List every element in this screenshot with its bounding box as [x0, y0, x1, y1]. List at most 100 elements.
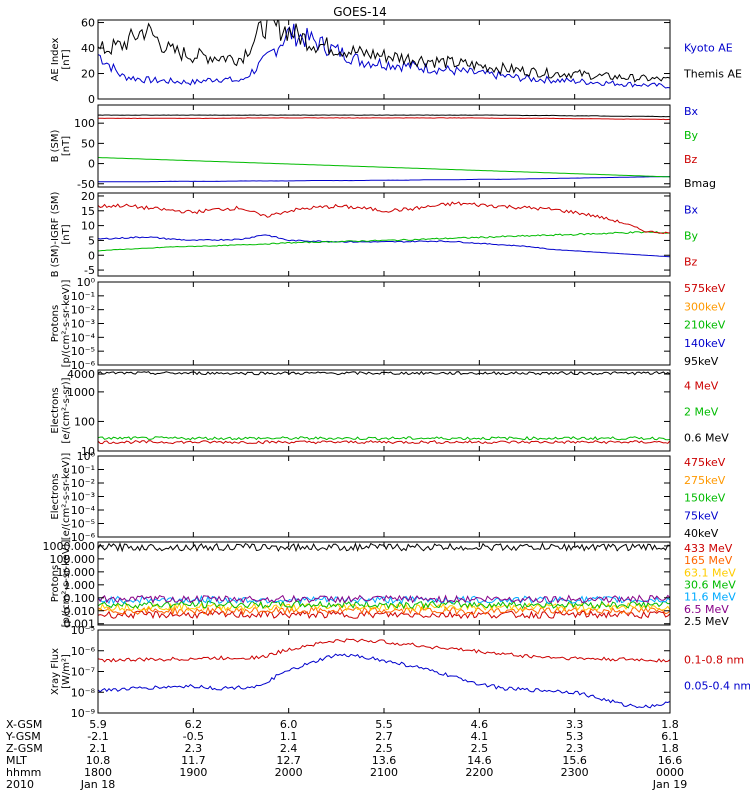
xaxis-value: 16.6 — [658, 754, 683, 767]
xaxis-row-label: MLT — [6, 754, 27, 767]
y-tick-label: 10⁻³ — [71, 318, 95, 331]
xaxis-value: 6.1 — [661, 730, 679, 743]
series-xray-1 — [98, 653, 670, 709]
xaxis-row-label: Y-GSM — [5, 730, 41, 743]
xaxis-value: 11.7 — [181, 754, 206, 767]
y-tick-label: 100 — [74, 117, 95, 130]
y-tick-label: 10⁻⁵ — [71, 345, 95, 358]
y-tick-label: 10⁻⁶ — [71, 531, 96, 544]
xaxis-value: 2.3 — [566, 742, 584, 755]
panel-protons2: 0.0010.0100.1001.00010.000100.0001000.00… — [43, 540, 737, 631]
xaxis-value: 2300 — [561, 766, 589, 779]
y-tick-label: 10⁻⁶ — [71, 645, 96, 658]
panel-frame — [97, 629, 671, 714]
y-tick-label: 100 — [74, 415, 95, 428]
y-axis-unit: [W/m²] — [61, 654, 72, 689]
xaxis-value: 1800 — [84, 766, 112, 779]
legend-entry: 75keV — [684, 509, 719, 522]
legend-entry: 0.05-0.4 nm — [684, 680, 750, 693]
y-tick-label: 10⁰ — [77, 450, 96, 463]
y-tick-label: 10⁻⁸ — [71, 686, 96, 699]
legend-entry: 2.5 MeV — [684, 615, 729, 628]
y-axis-label: Protons — [50, 305, 61, 342]
y-tick-label: 10⁻⁵ — [71, 624, 95, 637]
legend-entry: 140keV — [684, 337, 726, 350]
xaxis-value: 5.3 — [566, 730, 584, 743]
y-axis-unit: [nT] — [61, 136, 72, 156]
y-axis-label: AE Index — [50, 37, 61, 81]
panel-digrf: -5 0 510 15 20 B (SM)-IGRF (SM) [nT] Bx By Bz — [50, 190, 699, 277]
xaxis-row-label: 2010 — [6, 778, 34, 791]
legend-entry: Bmag — [684, 177, 716, 190]
y-axis-unit: [p/(cm²-s-sr-keV)] — [61, 540, 72, 628]
y-tick-label: -50 — [77, 178, 95, 191]
xaxis-value: 2.5 — [471, 742, 489, 755]
legend-entry: 11.6 MeV — [684, 591, 736, 604]
y-tick-label: 0.100 — [64, 592, 96, 605]
y-tick-label: 20 — [81, 190, 95, 203]
legend-entry: 63.1 MeV — [684, 566, 736, 579]
xaxis-value: 2000 — [275, 766, 303, 779]
panel-frame — [97, 281, 671, 366]
xaxis-row-label: Z-GSM — [6, 742, 43, 755]
xaxis-value: 2100 — [370, 766, 398, 779]
panel-bsm: -50 0 50 100 B (SM) [nT] Bx By Bz Bmag — [50, 104, 716, 191]
y-tick-label: 0 — [88, 93, 95, 106]
panel-frame — [97, 19, 671, 100]
legend-entry: By — [684, 230, 699, 243]
xaxis-value: 4.1 — [471, 730, 489, 743]
y-tick-label: 10⁻³ — [71, 491, 95, 504]
y-axis-label: B (SM) — [50, 129, 61, 162]
panel-frame — [97, 455, 671, 538]
legend-entry: 165 MeV — [684, 554, 733, 567]
y-axis-label: B (SM)-IGRF (SM) — [50, 192, 61, 278]
legend-entry: 2 MeV — [684, 406, 719, 419]
y-tick-label: 1000.000 — [43, 540, 96, 553]
series-bsm-1 — [98, 157, 670, 178]
legend-entry: 0.1-0.8 nm — [684, 654, 744, 667]
series-bsm-2 — [98, 117, 670, 121]
xaxis-value: 2.1 — [89, 742, 107, 755]
xaxis-value: 13.6 — [372, 754, 397, 767]
xaxis-row-label: X-GSM — [6, 718, 42, 731]
legend-entry: Bx — [684, 105, 699, 118]
y-axis-unit: [nT] — [61, 224, 72, 244]
xaxis-value: -2.1 — [87, 730, 108, 743]
y-tick-label: 10⁻⁴ — [71, 331, 96, 344]
y-tick-label: 10⁻² — [71, 304, 95, 317]
xaxis-value: 0000 — [656, 766, 684, 779]
legend-entry: 0.6 MeV — [684, 432, 729, 445]
y-tick-label: 0 — [88, 158, 95, 171]
legend-entry: 4 MeV — [684, 380, 719, 393]
legend-entry: 433 MeV — [684, 542, 733, 555]
legend-entry: 150keV — [684, 492, 726, 505]
series-protons2-4 — [98, 594, 670, 605]
series-digrf-0 — [98, 234, 670, 258]
y-axis-label: Electrons — [50, 387, 61, 433]
legend-entry: By — [684, 129, 699, 142]
xaxis-value: 10.8 — [86, 754, 111, 767]
legend-entry: 95keV — [684, 355, 719, 368]
xaxis-value: 6.0 — [280, 718, 298, 731]
y-tick-label: 1000 — [67, 386, 95, 399]
legend-entry: Kyoto AE — [684, 42, 733, 55]
y-tick-label: 10 — [81, 220, 95, 233]
legend-entry: 6.5 MeV — [684, 603, 729, 616]
y-axis-unit: [e/(cm²-s-sr)] — [61, 377, 72, 443]
legend-entry: 40keV — [684, 527, 719, 540]
chart-title: GOES-14 — [333, 5, 387, 19]
xaxis-value: 5.9 — [89, 718, 107, 731]
y-tick-label: 0.001 — [64, 618, 96, 631]
y-axis-label: Electrons — [50, 473, 61, 519]
legend-entry: Bz — [684, 153, 698, 166]
y-tick-label: 10⁻¹ — [71, 290, 95, 303]
y-tick-label: 0.010 — [64, 605, 96, 618]
xaxis-value: 2.5 — [375, 742, 393, 755]
xaxis-value: -0.5 — [183, 730, 204, 743]
xaxis-value: 15.6 — [562, 754, 587, 767]
panel-xray: 10⁻⁹ 10⁻⁸ 10⁻⁷ 10⁻⁶ 10⁻⁵ Xray Flux [W/m²] 0.1-0… — [50, 624, 750, 720]
y-tick-label: -5 — [84, 264, 95, 277]
series-xray-0 — [98, 638, 670, 663]
y-tick-label: 1.000 — [64, 579, 96, 592]
